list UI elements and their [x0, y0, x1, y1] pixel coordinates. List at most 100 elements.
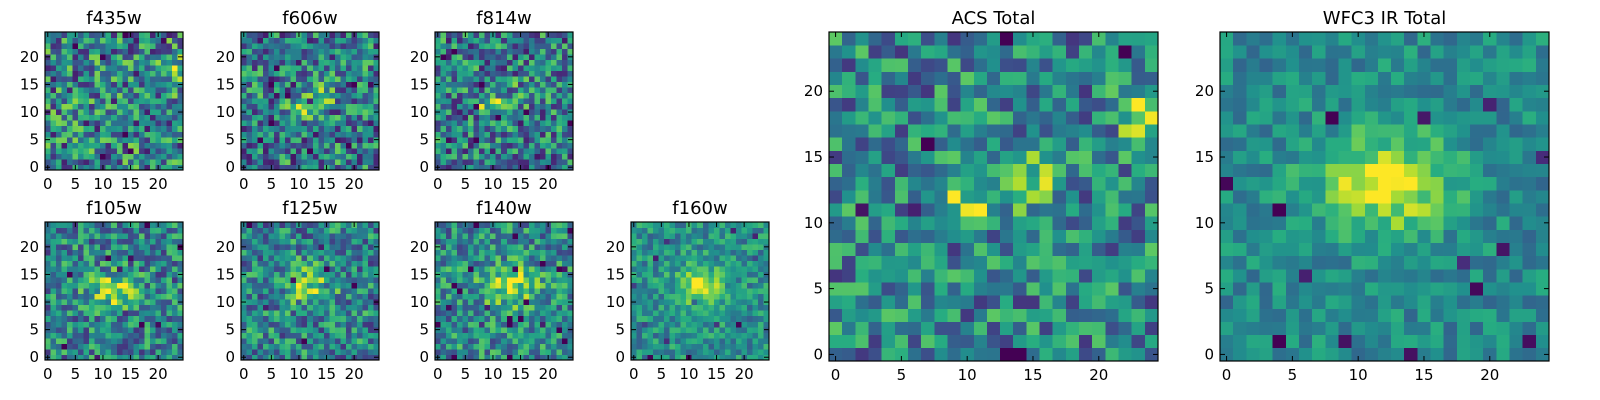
heatmap-cell [675, 310, 682, 317]
heatmap-cell [323, 315, 330, 322]
heatmap-cell [45, 131, 51, 138]
heatmap-cell [362, 293, 369, 300]
heatmap-cell [367, 136, 374, 143]
heatmap-cell [61, 222, 68, 228]
heatmap-cell [631, 249, 637, 256]
heatmap-cell [550, 260, 557, 267]
heatmap-cell [274, 48, 281, 55]
heatmap-cell [312, 282, 319, 289]
heatmap-cell [367, 70, 374, 77]
heatmap-cell [479, 315, 486, 322]
heatmap-cell [257, 114, 264, 121]
y-tick-label: 5 [419, 321, 429, 339]
heatmap-cell [268, 271, 275, 278]
heatmap-cell [116, 249, 123, 256]
heatmap-cell [647, 238, 654, 245]
heatmap-cell [246, 32, 253, 38]
heatmap-cell [855, 347, 869, 362]
heatmap-cell [1052, 295, 1067, 309]
heatmap-cell [686, 255, 693, 262]
heatmap-cell [647, 315, 654, 322]
heatmap-cell [517, 92, 524, 99]
heatmap-cell [757, 266, 764, 273]
heatmap-cell [473, 59, 480, 66]
heatmap-cell [539, 255, 546, 262]
heatmap-cell [561, 343, 568, 350]
heatmap-cell [100, 103, 107, 110]
heatmap-cell [246, 120, 253, 127]
heatmap-cell [252, 43, 258, 49]
heatmap-cell [50, 304, 57, 311]
heatmap-cell [301, 238, 308, 245]
heatmap-cell [72, 249, 79, 256]
heatmap-cell [735, 354, 742, 361]
heatmap-cell [329, 43, 336, 49]
heatmap-cell [468, 299, 475, 306]
heatmap-cell [116, 222, 123, 228]
heatmap-cell [631, 321, 637, 328]
heatmap-cell [166, 299, 173, 306]
heatmap-cell [506, 103, 513, 110]
heatmap-cell [105, 87, 112, 94]
heatmap-cell [111, 249, 118, 256]
heatmap-cell [45, 147, 51, 154]
heatmap-cell [550, 277, 557, 284]
heatmap-cell [763, 255, 770, 262]
heatmap-cell [373, 147, 380, 154]
heatmap-cell [160, 98, 167, 105]
heatmap-cell [664, 233, 671, 239]
heatmap-cell [94, 114, 101, 121]
heatmap-cell [122, 293, 129, 300]
heatmap-cell [72, 158, 79, 165]
heatmap-cell [166, 354, 173, 361]
heatmap-cell [545, 158, 552, 165]
heatmap-cell [495, 131, 502, 138]
heatmap-cell [171, 348, 178, 355]
heatmap-cell [435, 37, 441, 44]
heatmap-cell [373, 65, 380, 72]
heatmap-cell [550, 304, 557, 311]
heatmap-cell [1079, 176, 1093, 191]
heatmap-cell [94, 136, 101, 143]
heatmap-cell [462, 158, 469, 165]
heatmap-cell [263, 70, 269, 77]
heatmap-cell [263, 103, 269, 110]
heatmap-cell [457, 81, 463, 88]
heatmap-cell [312, 98, 319, 105]
heatmap-cell [752, 293, 759, 300]
heatmap-cell [451, 114, 458, 121]
y-tick-label: 0 [225, 348, 235, 366]
heatmap-cells [435, 222, 574, 361]
heatmap-cell [246, 98, 253, 105]
heatmap-cell [1013, 203, 1027, 217]
heatmap-cell [351, 65, 358, 72]
heatmap-cell [83, 348, 90, 355]
heatmap-cell [133, 271, 140, 278]
heatmap-cell [362, 244, 369, 250]
heatmap-cell [647, 271, 654, 278]
heatmap-cell [741, 343, 748, 350]
heatmap-cell [534, 81, 541, 88]
heatmap-cell [556, 109, 563, 116]
heatmap-cell [534, 142, 541, 149]
heatmap-cell [647, 304, 654, 311]
heatmap-cell [83, 332, 90, 339]
heatmap-cell [257, 131, 264, 138]
heatmap-cell [100, 65, 107, 72]
y-tick-label: 20 [606, 238, 625, 256]
heatmap-cell [166, 81, 173, 88]
heatmap-cell [72, 310, 79, 317]
heatmap-cell [495, 348, 502, 355]
heatmap-cell [680, 354, 687, 361]
heatmap-cell [479, 142, 486, 149]
heatmap-cell [362, 337, 369, 344]
heatmap-cell [78, 131, 85, 138]
heatmap-cell [512, 109, 519, 116]
y-tick-label: 10 [216, 293, 235, 311]
heatmap-cell [105, 343, 112, 350]
heatmap-cell [50, 343, 57, 350]
heatmap-cell [457, 244, 463, 250]
heatmap-cell [334, 266, 341, 273]
heatmap-cell [127, 87, 134, 94]
heatmap-cell [550, 131, 557, 138]
